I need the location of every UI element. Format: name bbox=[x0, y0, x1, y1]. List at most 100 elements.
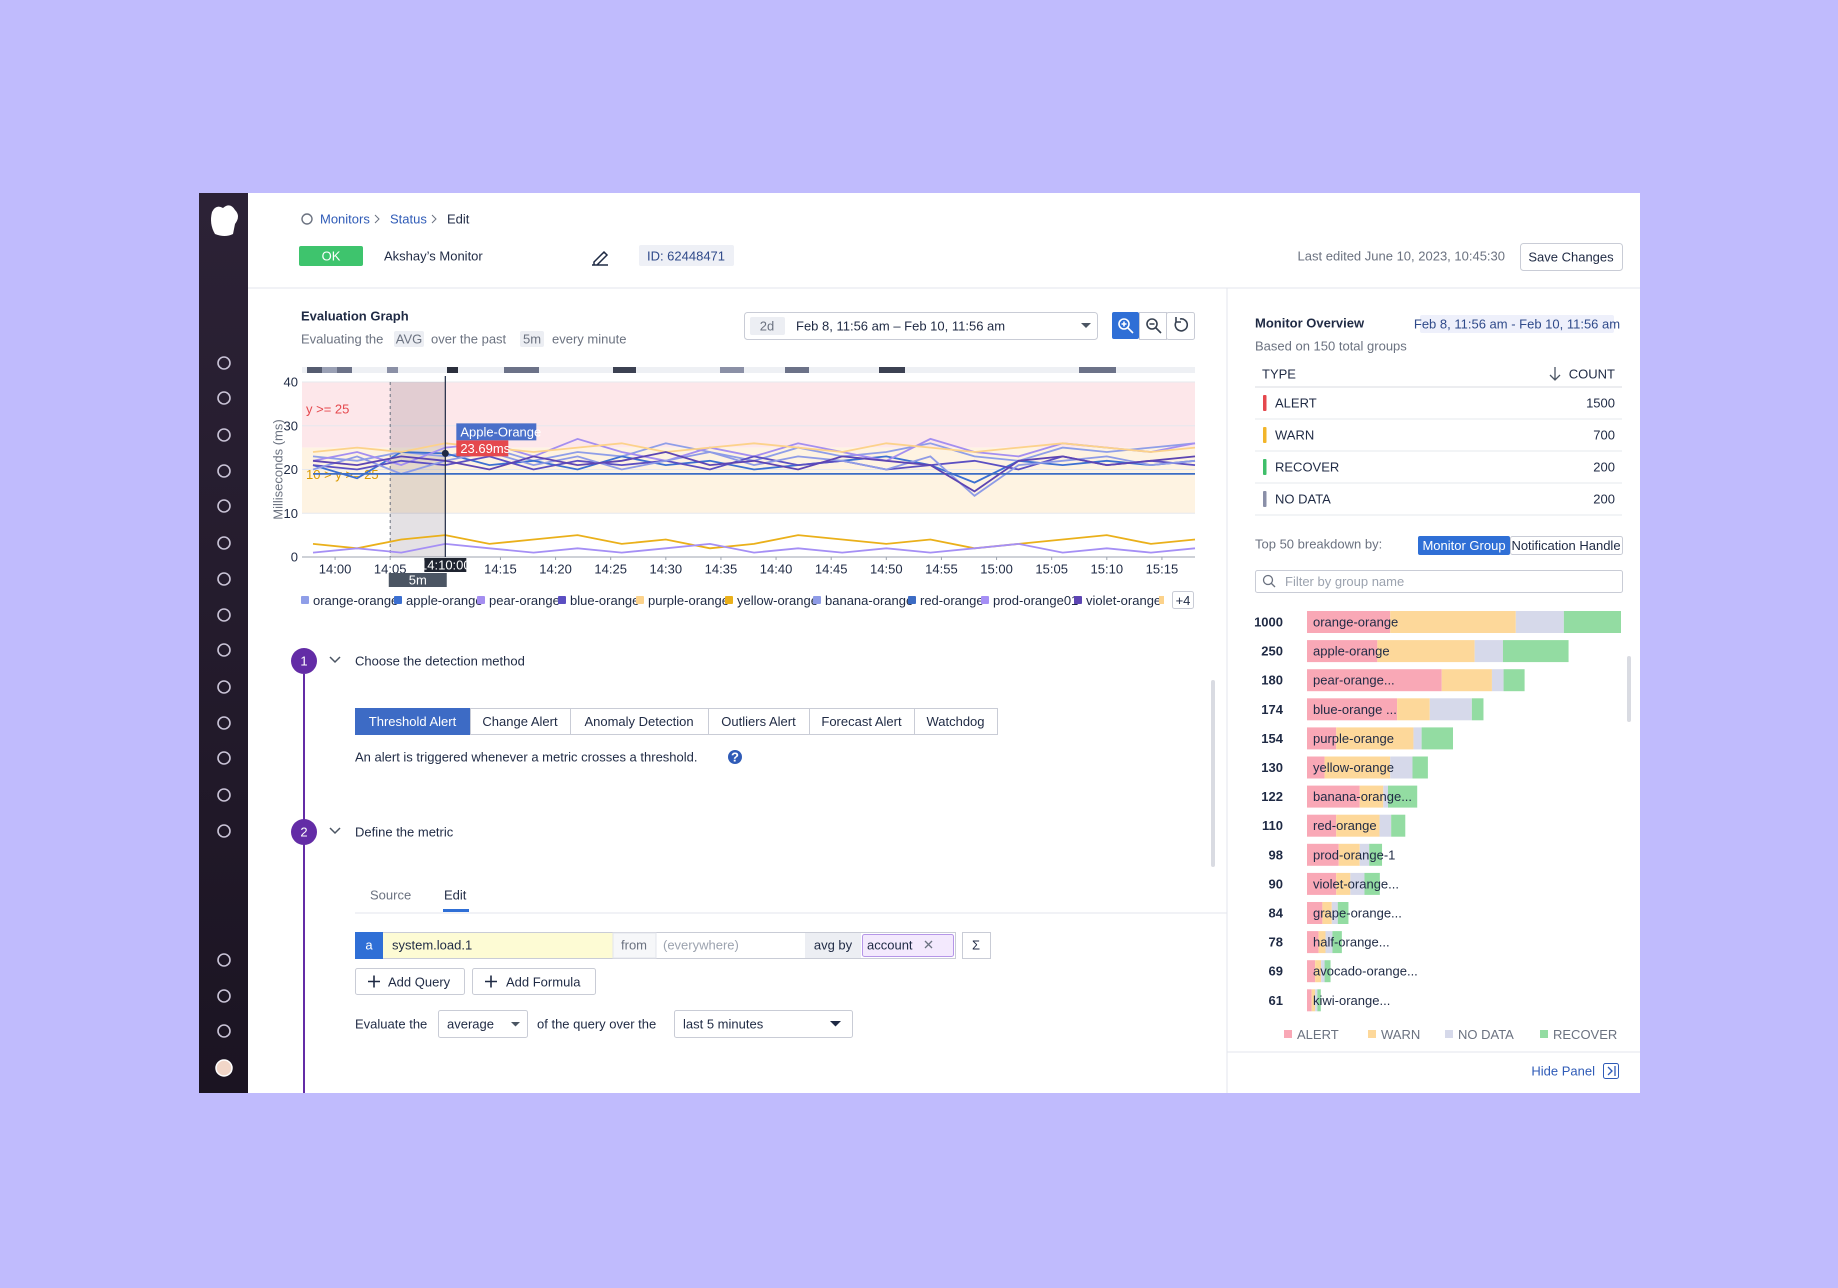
legend-more-box[interactable] bbox=[1172, 591, 1194, 609]
legend-label[interactable]: yellow-orange bbox=[737, 593, 818, 608]
nav-icon[interactable] bbox=[217, 953, 231, 967]
tab-label[interactable]: Anomaly Detection bbox=[584, 714, 693, 729]
window-select[interactable] bbox=[674, 1010, 853, 1038]
reset-button[interactable] bbox=[1166, 312, 1195, 340]
bar-segment[interactable] bbox=[1321, 960, 1325, 983]
bar-segment[interactable] bbox=[1421, 727, 1454, 750]
nav-icon[interactable] bbox=[217, 499, 231, 513]
zoom-in-button[interactable] bbox=[1112, 312, 1139, 339]
add-query-button[interactable] bbox=[355, 968, 465, 995]
bar-segment[interactable] bbox=[1336, 727, 1414, 750]
bar-segment[interactable] bbox=[1307, 872, 1337, 895]
bar-segment[interactable] bbox=[1441, 669, 1492, 692]
add-formula-button[interactable] bbox=[472, 968, 596, 995]
hide-panel-icon[interactable] bbox=[1603, 1063, 1619, 1079]
bar-segment[interactable] bbox=[1390, 756, 1413, 779]
scope-input[interactable]: (everywhere) bbox=[663, 938, 739, 953]
bar-segment[interactable] bbox=[1315, 989, 1318, 1012]
bar-segment[interactable] bbox=[1322, 902, 1332, 924]
logo[interactable] bbox=[211, 205, 238, 236]
bar-segment[interactable] bbox=[1502, 640, 1569, 663]
bar-segment[interactable] bbox=[1325, 931, 1333, 954]
bar-segment[interactable] bbox=[1369, 843, 1383, 866]
bar-segment[interactable] bbox=[1307, 785, 1360, 808]
tab[interactable] bbox=[470, 708, 571, 735]
save-button-text[interactable]: Save Changes bbox=[1528, 250, 1614, 265]
toggle-text[interactable]: Monitor Group bbox=[1422, 538, 1505, 553]
save-button[interactable] bbox=[1520, 243, 1623, 271]
tab-label[interactable]: Threshold Alert bbox=[369, 714, 457, 729]
nav-icon[interactable] bbox=[217, 608, 231, 622]
legend-label[interactable]: violet-orange bbox=[1086, 593, 1161, 608]
bar-segment[interactable] bbox=[1317, 989, 1321, 1012]
bar-segment[interactable] bbox=[1331, 902, 1338, 924]
sort-icon[interactable] bbox=[1549, 367, 1561, 381]
bar-segment[interactable] bbox=[1563, 611, 1621, 633]
bar-segment[interactable] bbox=[1307, 843, 1339, 866]
bar-segment[interactable] bbox=[1397, 698, 1430, 721]
toggle-inactive[interactable] bbox=[1510, 536, 1623, 555]
legend-more[interactable]: +4 bbox=[1176, 593, 1191, 608]
date-picker[interactable] bbox=[744, 312, 1098, 340]
nav-icon[interactable] bbox=[217, 428, 231, 442]
bar-segment[interactable] bbox=[1474, 640, 1503, 663]
bar-segment[interactable] bbox=[1311, 989, 1316, 1012]
collapse-icon[interactable] bbox=[329, 827, 341, 835]
bar-segment[interactable] bbox=[1337, 902, 1349, 924]
bar-segment[interactable] bbox=[1350, 872, 1365, 895]
bar-segment[interactable] bbox=[1307, 611, 1391, 633]
bar-segment[interactable] bbox=[1307, 960, 1316, 983]
bar-segment[interactable] bbox=[1364, 872, 1380, 895]
bar-segment[interactable] bbox=[1307, 640, 1378, 663]
bar-segment[interactable] bbox=[1359, 843, 1370, 866]
nav-icon[interactable] bbox=[217, 788, 231, 802]
breadcrumb-link[interactable]: Monitors bbox=[320, 212, 370, 227]
bar-segment[interactable] bbox=[1338, 843, 1360, 866]
bar-segment[interactable] bbox=[1412, 756, 1428, 779]
nav-icon[interactable] bbox=[217, 572, 231, 586]
bar-segment[interactable] bbox=[1377, 640, 1475, 663]
bar-segment[interactable] bbox=[1391, 814, 1406, 837]
metric-name[interactable]: system.load.1 bbox=[392, 938, 472, 953]
metric-tab[interactable]: Source bbox=[370, 888, 411, 903]
bar-segment[interactable] bbox=[1307, 669, 1442, 692]
bar-segment[interactable] bbox=[1379, 814, 1392, 837]
collapse-icon[interactable] bbox=[329, 656, 341, 664]
bar-segment[interactable] bbox=[1491, 669, 1504, 692]
bar-segment[interactable] bbox=[1307, 931, 1319, 954]
nav-icon[interactable] bbox=[217, 391, 231, 405]
bar-segment[interactable] bbox=[1315, 960, 1322, 983]
avatar[interactable] bbox=[215, 1059, 233, 1077]
nav-icon[interactable] bbox=[217, 751, 231, 765]
legend-label[interactable]: pear-orange bbox=[489, 593, 560, 608]
bar-segment[interactable] bbox=[1359, 785, 1384, 808]
bar-segment[interactable] bbox=[1336, 872, 1351, 895]
bar-segment[interactable] bbox=[1307, 989, 1312, 1012]
nav-icon[interactable] bbox=[217, 1024, 231, 1038]
legend-label[interactable]: orange-orange bbox=[313, 593, 398, 608]
bar-segment[interactable] bbox=[1324, 756, 1391, 779]
tab-label[interactable]: Change Alert bbox=[482, 714, 558, 729]
bar-segment[interactable] bbox=[1503, 669, 1525, 692]
nav-icon[interactable] bbox=[217, 989, 231, 1003]
bar-segment[interactable] bbox=[1307, 902, 1323, 924]
breadcrumb-link[interactable]: Status bbox=[390, 212, 427, 227]
bar-segment[interactable] bbox=[1318, 931, 1326, 954]
metric-tab-active[interactable]: Edit bbox=[444, 888, 467, 903]
nav-icon[interactable] bbox=[217, 643, 231, 657]
bar-segment[interactable] bbox=[1307, 814, 1337, 837]
bar-segment[interactable] bbox=[1515, 611, 1564, 633]
tab[interactable] bbox=[914, 708, 998, 735]
bar-segment[interactable] bbox=[1332, 931, 1342, 954]
nav-icon[interactable] bbox=[217, 356, 231, 370]
bar-segment[interactable] bbox=[1471, 698, 1484, 721]
legend-label[interactable]: blue-orange bbox=[570, 593, 639, 608]
remove-icon[interactable] bbox=[924, 940, 933, 949]
legend-label[interactable]: apple-orange bbox=[406, 593, 483, 608]
bar-segment[interactable] bbox=[1413, 727, 1422, 750]
bar-segment[interactable] bbox=[1307, 756, 1325, 779]
nav-icon[interactable] bbox=[217, 536, 231, 550]
bar-segment[interactable] bbox=[1383, 785, 1389, 808]
legend-label[interactable]: purple-orange bbox=[648, 593, 729, 608]
button-text[interactable]: Add Query bbox=[388, 975, 451, 990]
